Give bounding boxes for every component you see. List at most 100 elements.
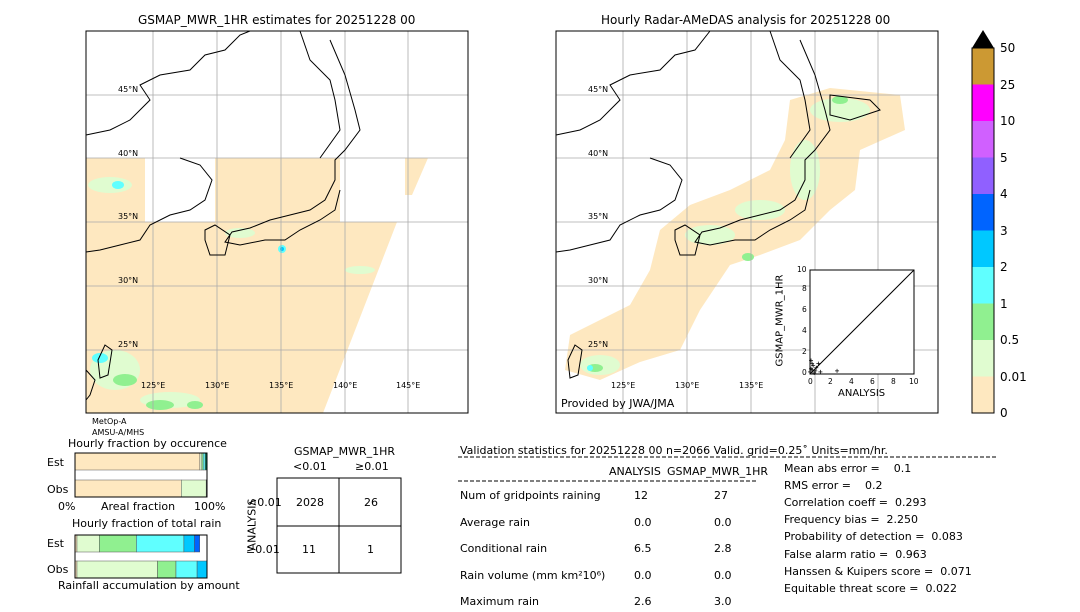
y-tick: 10 xyxy=(797,265,807,274)
colorbar-segment xyxy=(972,230,994,267)
stats-row-label: Average rain xyxy=(460,515,530,529)
stats-gsmap-value: 2.8 xyxy=(714,542,732,555)
occurrence-obs-label: Obs xyxy=(47,483,69,496)
score-item: Correlation coeff = 0.293 xyxy=(784,496,927,510)
scatter-point xyxy=(818,369,823,374)
right-map xyxy=(555,30,939,414)
rain-obs-label: Obs xyxy=(47,563,69,576)
colorbar-tick-label: 5 xyxy=(1000,150,1008,165)
score-item: Equitable threat score = 0.022 xyxy=(784,581,957,595)
colorbar-segment xyxy=(972,84,994,121)
occurrence-est-label: Est xyxy=(47,456,64,469)
bar-segment-obs xyxy=(196,560,208,579)
y-tick: 6 xyxy=(802,305,807,314)
left-map-title: GSMAP_MWR_1HR estimates for 20251228 00 xyxy=(138,13,416,27)
scatter-point xyxy=(835,368,840,373)
lat-label: 25°N xyxy=(588,340,609,349)
colorbar-segment xyxy=(972,303,994,340)
colorbar-extend-triangle xyxy=(972,30,994,48)
stats-analysis-value: 0.0 xyxy=(634,568,652,582)
bar-segment-obs xyxy=(157,560,177,579)
score-item: Mean abs error = 0.1 xyxy=(784,462,912,475)
lat-label: 45°N xyxy=(118,85,139,94)
bar-segment-est xyxy=(74,452,201,471)
coastline-japan xyxy=(204,39,361,256)
score-item: RMS error = 0.2 xyxy=(784,479,883,493)
lon-label: 135°E xyxy=(739,381,764,390)
lat-label: 30°N xyxy=(118,276,139,285)
contingency-title: GSMAP_MWR_1HR xyxy=(294,445,396,458)
occurrence-x-min: 0% xyxy=(58,500,76,513)
stats-row-label: Maximum rain xyxy=(460,595,539,608)
stats-analysis-value: 2.6 xyxy=(634,595,652,608)
x-tick: 4 xyxy=(849,377,854,386)
row-header: <0.01 xyxy=(248,496,282,509)
lon-label: 135°E xyxy=(269,381,294,390)
colorbar-tick-label: 25 xyxy=(1000,77,1016,92)
colorbar-segment xyxy=(972,194,994,231)
right-map-title: Hourly Radar-AMeDAS analysis for 2025122… xyxy=(601,13,891,27)
rain-fraction-title: Hourly fraction of total rain xyxy=(72,517,222,530)
no-rain-region xyxy=(405,158,428,195)
col-header: <0.01 xyxy=(293,460,327,473)
colorbar-segment xyxy=(972,121,994,158)
scatter-point xyxy=(810,361,815,366)
colorbar-segment xyxy=(972,48,994,85)
stats-row-label: Rain volume (mm km²10⁶) xyxy=(460,568,606,582)
contingency-grid xyxy=(276,477,402,574)
bar-segment-est xyxy=(194,534,200,553)
colorbar-tick-label: 10 xyxy=(1000,114,1016,128)
y-tick: 4 xyxy=(802,326,807,335)
x-tick: 2 xyxy=(828,377,833,386)
cell-miss: 11 xyxy=(302,543,316,556)
cell-false-alarm: 26 xyxy=(364,496,378,509)
lon-label: 125°E xyxy=(141,381,166,390)
x-tick: 10 xyxy=(909,377,919,386)
lon-label: 125°E xyxy=(611,381,636,390)
colorbar-segment xyxy=(972,376,994,413)
lat-label: 30°N xyxy=(588,276,609,285)
bar-frame xyxy=(74,534,208,579)
colorbar-segment xyxy=(972,267,994,304)
data-credit: Provided by JWA/JMA xyxy=(561,397,675,410)
colorbar-tick-label: 3 xyxy=(1000,223,1008,238)
fraction-bars xyxy=(74,452,208,579)
lat-label: 35°N xyxy=(118,212,139,221)
stats-row-label: Conditional rain xyxy=(460,542,548,555)
occurrence-xlabel: Areal fraction xyxy=(101,500,176,513)
bar-segment-obs xyxy=(175,560,198,579)
scatter-points xyxy=(808,358,840,375)
row-header: ≥0.01 xyxy=(246,543,280,556)
colorbar-segment xyxy=(972,157,994,194)
stats-gsmap-value: 27 xyxy=(714,489,728,502)
occurrence-x-max: 100% xyxy=(194,500,226,513)
bar-segment-est xyxy=(76,534,100,553)
stats-col-analysis: ANALYSIS xyxy=(609,465,661,478)
lat-label: 40°N xyxy=(588,149,609,158)
col-header: ≥0.01 xyxy=(355,460,389,473)
colorbar-segment xyxy=(972,340,994,377)
stats-dividers xyxy=(458,456,996,482)
rain-fraction-xlabel: Rainfall accumulation by amount xyxy=(58,579,240,592)
colorbar-tick-label: 1 xyxy=(1000,296,1008,311)
lon-label: 145°E xyxy=(396,381,421,390)
scatter-point xyxy=(809,358,814,363)
lat-label: 25°N xyxy=(118,340,139,349)
lat-label: 40°N xyxy=(118,149,139,158)
stats-col-gsmap: GSMAP_MWR_1HR xyxy=(667,465,769,478)
cell-hit: 1 xyxy=(367,543,374,556)
colorbar xyxy=(971,30,995,414)
colorbar-frame xyxy=(971,47,995,414)
bar-segment-obs xyxy=(74,479,182,498)
lat-label: 45°N xyxy=(588,85,609,94)
stats-row-label: Num of gridpoints raining xyxy=(460,489,601,502)
scatter-point xyxy=(810,367,815,372)
stats-analysis-value: 12 xyxy=(634,489,648,502)
x-tick: 0 xyxy=(808,377,813,386)
lat-label: 35°N xyxy=(588,212,609,221)
occurrence-title: Hourly fraction by occurence xyxy=(68,437,227,450)
cell-hit-none: 2028 xyxy=(296,496,324,509)
stats-gsmap-value: 0.0 xyxy=(714,568,732,582)
scatter-point xyxy=(812,370,817,375)
